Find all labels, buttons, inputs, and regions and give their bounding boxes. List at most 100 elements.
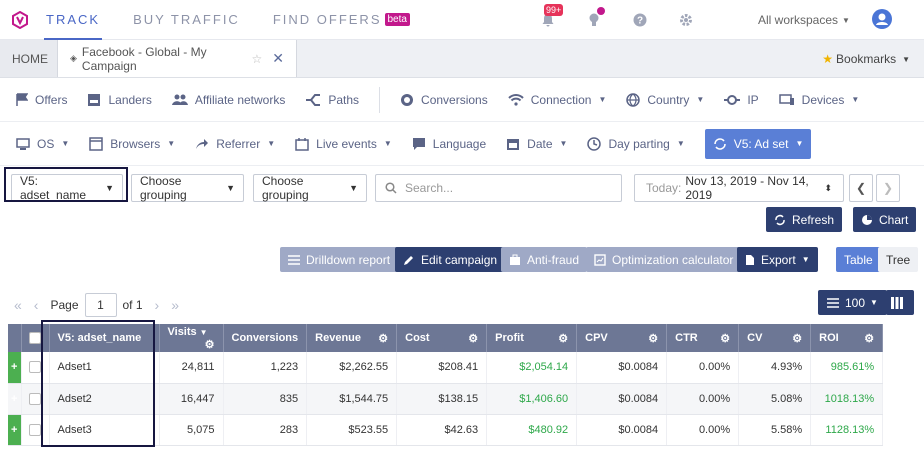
report-paths[interactable]: Paths xyxy=(305,85,359,115)
cell-profit: $1,406.60 xyxy=(486,383,578,415)
header-revenue[interactable]: Revenue ⚙ xyxy=(306,324,398,352)
export-button[interactable]: Export ▼ xyxy=(737,247,818,272)
report-connection-label: Connection xyxy=(530,92,592,107)
separator xyxy=(379,86,381,113)
next-page-icon[interactable]: › xyxy=(154,297,160,313)
report-browsers-label: Browsers xyxy=(110,136,161,151)
flag-icon xyxy=(16,92,28,106)
table-row[interactable]: + Adset3 5,075 283 $523.55 $42.63 $480.9… xyxy=(8,414,884,446)
report-date[interactable]: Date ▼ xyxy=(506,129,567,159)
report-v5-ad-set[interactable]: V5: Ad set ▼ xyxy=(704,128,812,159)
column-gear-icon[interactable]: ⚙ xyxy=(864,332,875,345)
top-icons: 99+ ? xyxy=(540,0,724,40)
tree-view-button[interactable]: Tree xyxy=(878,247,919,272)
header-cpv[interactable]: CPV ⚙ xyxy=(576,324,668,352)
report-affiliate-networks[interactable]: Affiliate networks xyxy=(171,85,285,115)
select-all-checkbox[interactable] xyxy=(29,332,41,345)
report-day-parting[interactable]: Day parting ▼ xyxy=(587,129,685,159)
bookmarks-button[interactable]: ★ Bookmarks ▼ xyxy=(822,52,910,66)
nav-buy-traffic[interactable]: BUY TRAFFIC xyxy=(133,12,240,27)
first-page-icon[interactable]: « xyxy=(14,297,22,313)
cell-name[interactable]: Adset3 xyxy=(49,414,160,446)
header-profit-label: Profit xyxy=(495,331,524,344)
row-checkbox[interactable] xyxy=(29,392,41,405)
report-referrer-label: Referrer xyxy=(216,136,261,151)
prev-date-button[interactable]: ❮ xyxy=(849,174,873,202)
report-devices[interactable]: Devices ▼ xyxy=(778,85,860,115)
report-referrer[interactable]: Referrer ▼ xyxy=(195,129,275,159)
report-language[interactable]: Language xyxy=(412,129,486,159)
cell-conversions: 835 xyxy=(223,383,308,415)
close-icon[interactable]: ✕ xyxy=(272,50,284,66)
nav-track[interactable]: TRACK xyxy=(43,0,103,41)
grouping-select-2[interactable]: Choose grouping ▼ xyxy=(131,174,244,202)
bell-icon[interactable]: 99+ xyxy=(540,4,564,28)
header-visits[interactable]: Visits ▼ ⚙ xyxy=(159,324,224,352)
date-range-picker[interactable]: Today: Nov 13, 2019 - Nov 14, 2019 ⬍ xyxy=(634,174,844,202)
edit-campaign-button[interactable]: Edit campaign xyxy=(395,247,506,272)
header-name[interactable]: V5: adset_name xyxy=(49,324,160,352)
column-gear-icon[interactable]: ⚙ xyxy=(204,338,215,351)
tab-campaign[interactable]: ◈ Facebook - Global - My Campaign ☆ ✕ xyxy=(58,40,297,77)
settings-gear-icon[interactable] xyxy=(678,12,694,28)
last-page-icon[interactable]: » xyxy=(171,297,179,313)
chart-button[interactable]: Chart xyxy=(853,207,917,232)
expand-row-button[interactable]: + xyxy=(8,414,22,446)
table-row[interactable]: + Adset2 16,447 835 $1,544.75 $138.15 $1… xyxy=(8,383,884,415)
column-gear-icon[interactable]: ⚙ xyxy=(648,332,659,345)
cell-roi: 1128.13% xyxy=(810,414,884,446)
refresh-button[interactable]: Refresh xyxy=(766,207,843,232)
row-checkbox[interactable] xyxy=(29,423,41,436)
cell-name[interactable]: Adset1 xyxy=(49,352,160,384)
rows-per-page-select[interactable]: 100 ▼ xyxy=(818,290,887,315)
report-country[interactable]: Country ▼ xyxy=(626,85,704,115)
user-avatar-icon[interactable] xyxy=(872,9,892,29)
report-offers[interactable]: Offers xyxy=(16,85,67,115)
header-conversions[interactable]: Conversions xyxy=(223,324,308,352)
cell-name[interactable]: Adset2 xyxy=(49,383,160,415)
cell-cost: $208.41 xyxy=(396,352,488,384)
column-gear-icon[interactable]: ⚙ xyxy=(792,332,803,345)
report-connection[interactable]: Connection ▼ xyxy=(508,85,606,115)
column-gear-icon[interactable]: ⚙ xyxy=(720,332,731,345)
header-cv[interactable]: CV ⚙ xyxy=(738,324,812,352)
star-icon[interactable]: ☆ xyxy=(251,51,263,66)
report-country-label: Country xyxy=(647,92,690,107)
report-landers[interactable]: Landers xyxy=(87,85,152,115)
report-ip[interactable]: IP xyxy=(724,85,759,115)
help-icon[interactable]: ? xyxy=(632,12,648,28)
report-browsers[interactable]: Browsers ▼ xyxy=(89,129,175,159)
columns-button[interactable] xyxy=(886,290,914,315)
header-ctr[interactable]: CTR ⚙ xyxy=(666,324,740,352)
search-input[interactable]: Search... xyxy=(375,174,622,202)
tab-home[interactable]: HOME xyxy=(0,40,58,77)
row-checkbox[interactable] xyxy=(29,361,41,374)
optimization-calculator-button[interactable]: Optimization calculator xyxy=(586,247,742,272)
page-number-input[interactable]: 1 xyxy=(84,293,117,317)
prev-page-icon[interactable]: ‹ xyxy=(33,297,39,313)
nav-find-offers[interactable]: FIND OFFERS beta xyxy=(273,0,410,40)
voluum-logo-icon[interactable] xyxy=(0,10,40,29)
workspace-selector[interactable]: All workspaces ▼ xyxy=(758,0,850,40)
report-conversions[interactable]: Conversions xyxy=(400,85,488,115)
column-gear-icon[interactable]: ⚙ xyxy=(558,332,569,345)
header-profit[interactable]: Profit ⚙ xyxy=(486,324,578,352)
report-live-events[interactable]: Live events ▼ xyxy=(295,129,392,159)
drilldown-button[interactable]: Drilldown report xyxy=(280,247,399,272)
chevron-down-icon: ▼ xyxy=(851,95,860,104)
next-date-button[interactable]: ❯ xyxy=(876,174,900,202)
report-os[interactable]: OS ▼ xyxy=(16,129,69,159)
expand-row-button[interactable]: + xyxy=(8,383,22,415)
table-header-row: V5: adset_name Visits ▼ ⚙ Conversions Reve… xyxy=(8,324,884,352)
header-cost[interactable]: Cost ⚙ xyxy=(396,324,488,352)
column-gear-icon[interactable]: ⚙ xyxy=(378,332,389,345)
header-roi[interactable]: ROI ⚙ xyxy=(810,324,884,352)
anti-fraud-button[interactable]: Anti-fraud xyxy=(501,247,588,272)
lightbulb-icon[interactable] xyxy=(586,7,605,28)
grouping-select-3[interactable]: Choose grouping ▼ xyxy=(253,174,367,202)
chevron-down-icon: ▼ xyxy=(267,139,276,148)
table-row[interactable]: + Adset1 24,811 1,223 $2,262.55 $208.41 … xyxy=(8,352,884,384)
expand-row-button[interactable]: + xyxy=(8,352,22,384)
column-gear-icon[interactable]: ⚙ xyxy=(468,332,479,345)
table-view-button[interactable]: Table xyxy=(836,247,881,272)
